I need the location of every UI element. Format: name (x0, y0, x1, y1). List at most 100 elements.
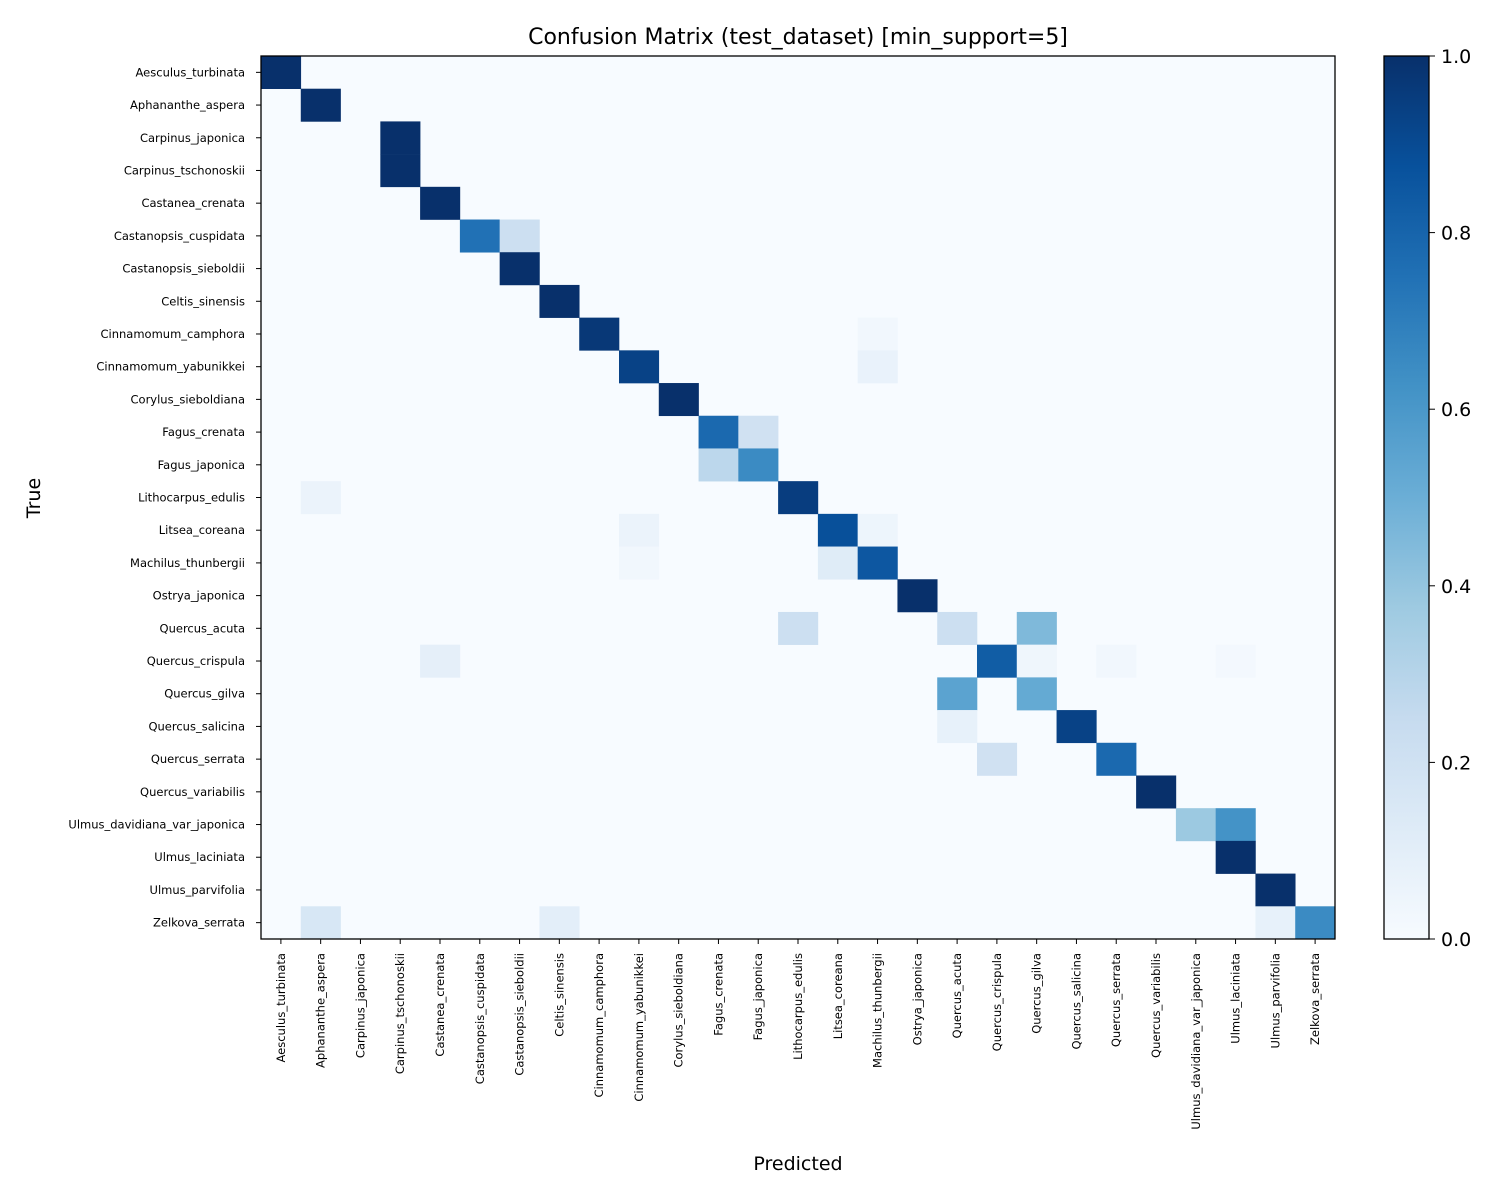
heatmap-cell (857, 317, 898, 351)
x-axis-label: Predicted (753, 1153, 842, 1175)
y-tick-label: Castanopsis_cuspidata (114, 229, 245, 243)
x-tick-label: Aphananthe_aspera (314, 953, 328, 1068)
heatmap-cell (539, 284, 580, 318)
y-tick-label: Quercus_variabilis (140, 785, 245, 799)
y-tick-label: Aesculus_turbinata (136, 65, 245, 79)
heatmap-cell (1096, 644, 1137, 678)
y-tick-label: Quercus_salicina (148, 719, 245, 733)
y-tick-label: Celtis_sinensis (161, 294, 245, 308)
x-tick-label: Fagus_japonica (751, 953, 765, 1040)
heatmap-cell (778, 611, 819, 645)
heatmap-cell (1255, 906, 1296, 940)
heatmap-cell (619, 546, 660, 580)
heatmap-cell (897, 579, 938, 613)
heatmap-cell (1215, 644, 1256, 678)
y-tick-label: Fagus_japonica (158, 458, 245, 472)
heatmap-cell (300, 481, 341, 515)
x-tick-label: Carpinus_japonica (353, 953, 367, 1058)
y-tick-label: Machilus_thunbergii (130, 556, 245, 570)
y-tick-label: Quercus_gilva (164, 687, 245, 701)
heatmap-cell (1255, 873, 1296, 907)
x-tick-label: Quercus_serrata (1109, 953, 1123, 1047)
x-tick-label: Quercus_salicina (1069, 953, 1083, 1050)
y-tick-label: Ostrya_japonica (153, 589, 245, 603)
heatmap-cell (977, 742, 1018, 776)
heatmap-cell (817, 513, 858, 547)
y-tick-label: Zelkova_serrata (153, 916, 245, 930)
heatmap-cell (1056, 710, 1097, 744)
y-tick-label: Ulmus_davidiana_var_japonica (68, 818, 245, 832)
y-tick-label: Corylus_sieboldiana (131, 392, 246, 406)
colorbar-tick-label: 0.4 (1441, 576, 1471, 598)
heatmap-cell (937, 710, 978, 744)
y-tick-label: Quercus_crispula (147, 654, 245, 668)
x-tick-label: Machilus_thunbergii (871, 953, 885, 1068)
heatmap-cell (1295, 906, 1336, 940)
heatmap-cell (1016, 611, 1057, 645)
colorbar: 0.0 0.2 0.4 0.6 0.8 1.0 (1383, 46, 1471, 951)
x-tick-label: Ulmus_davidiana_var_japonica (1189, 953, 1203, 1130)
x-tick-label: Ulmus_parvifolia (1268, 953, 1282, 1048)
heatmap-cell (658, 383, 699, 417)
heatmap-cell (579, 317, 620, 351)
heatmap-cell (738, 448, 779, 482)
heatmap-cell (857, 350, 898, 384)
x-tick-label: Zelkova_serrata (1308, 953, 1322, 1045)
heatmap-cell (1136, 775, 1177, 809)
heatmap-cell (420, 186, 461, 220)
x-tick-label: Corylus_sieboldiana (672, 953, 686, 1068)
x-tick-label: Litsea_coreana (831, 953, 845, 1039)
heatmap-cell (380, 154, 421, 188)
y-tick-label: Cinnamomum_camphora (100, 327, 245, 341)
x-tick-label: Quercus_variabilis (1149, 953, 1163, 1058)
x-tick-label: Quercus_acuta (950, 953, 964, 1038)
y-tick-label: Lithocarpus_edulis (138, 491, 245, 505)
heatmap-cell (738, 415, 779, 449)
heatmap-cell (778, 481, 819, 515)
heatmap-cell (1016, 677, 1057, 711)
heatmap-plot-area: Aesculus_turbinata Aphananthe_aspera Carpi… (68, 55, 1336, 1130)
heatmap-cell (420, 644, 461, 678)
heatmap-cell (380, 121, 421, 155)
x-tick-label: Ostrya_japonica (910, 953, 924, 1045)
y-tick-label: Carpinus_tschonoskii (124, 163, 245, 177)
heatmap-cell (261, 56, 302, 90)
x-tick-label: Ulmus_laciniata (1229, 953, 1243, 1044)
heatmap-cell (300, 906, 341, 940)
heatmap-cell (1016, 644, 1057, 678)
x-tick-label: Fagus_crenata (711, 953, 725, 1036)
heatmap-cell (698, 415, 739, 449)
y-tick-label: Litsea_coreana (159, 523, 245, 537)
heatmap-cell (1215, 840, 1256, 874)
y-tick-label: Fagus_crenata (162, 425, 245, 439)
heatmap-cell (937, 677, 978, 711)
colorbar-tick-label: 1.0 (1441, 46, 1471, 68)
x-tick-label: Aesculus_turbinata (274, 953, 288, 1062)
heatmap-cell (1096, 742, 1137, 776)
colorbar-tick-label: 0.8 (1441, 223, 1471, 245)
colorbar-tick-label: 0.6 (1441, 399, 1471, 421)
colorbar-tick-label: 0.2 (1441, 752, 1471, 774)
heatmap-cell (817, 546, 858, 580)
y-tick-label: Ulmus_laciniata (154, 850, 245, 864)
x-tick-label: Cinnamomum_yabunikkei (632, 953, 646, 1102)
y-axis-label: True (23, 478, 45, 519)
heatmap-cell (499, 252, 540, 286)
x-tick-label: Quercus_gilva (1030, 953, 1044, 1034)
heatmap-cell (499, 219, 540, 253)
y-tick-label: Quercus_serrata (151, 752, 245, 766)
y-tick-label: Castanopsis_sieboldii (122, 262, 245, 276)
x-tick-label: Carpinus_tschonoskii (393, 953, 407, 1074)
heatmap-cell (539, 906, 580, 940)
chart-title: Confusion Matrix (test_dataset) [min_sup… (528, 25, 1068, 50)
heatmap-cell (857, 513, 898, 547)
y-tick-label: Ulmus_parvifolia (150, 883, 245, 897)
colorbar-gradient (1383, 55, 1430, 940)
heatmap-cell (698, 448, 739, 482)
colorbar-tick-label: 0.0 (1441, 929, 1471, 951)
x-tick-label: Celtis_sinensis (552, 953, 566, 1037)
y-tick-label: Cinnamomum_yabunikkei (96, 360, 245, 374)
heatmap-cell (857, 546, 898, 580)
x-tick-label: Castanopsis_sieboldii (513, 953, 527, 1076)
